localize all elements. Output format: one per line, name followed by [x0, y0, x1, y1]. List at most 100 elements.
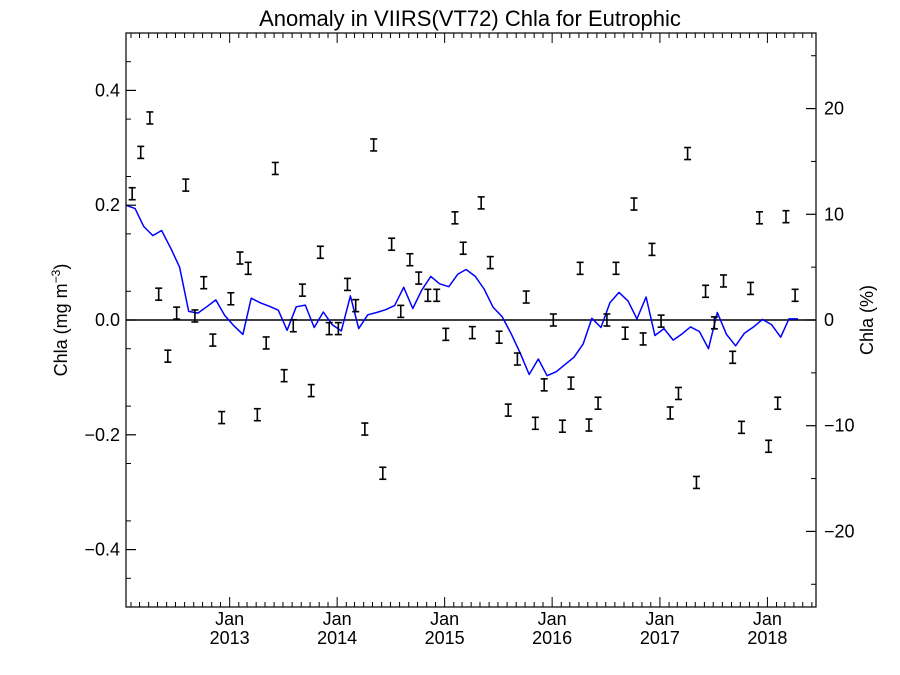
anomaly-marker	[540, 378, 548, 392]
anomaly-marker	[782, 209, 790, 224]
x-tick-label-month: Jan	[323, 609, 352, 629]
anomaly-marker	[549, 313, 557, 327]
anomaly-marker	[477, 196, 485, 210]
x-tick-label-year: 2014	[317, 628, 357, 648]
anomaly-marker	[630, 197, 638, 211]
anomaly-line	[125, 204, 798, 377]
anomaly-marker	[684, 146, 692, 161]
x-tick-label-year: 2018	[747, 628, 787, 648]
anomaly-marker	[361, 422, 369, 436]
y-tick-label-left: −0.4	[84, 540, 120, 560]
anomaly-marker	[334, 321, 342, 336]
anomaly-marker	[639, 332, 647, 346]
anomaly-marker	[729, 350, 737, 365]
anomaly-marker	[567, 376, 575, 390]
anomaly-marker	[702, 284, 710, 299]
anomaly-marker	[244, 261, 252, 276]
anomaly-marker	[307, 383, 315, 398]
anomaly-marker	[424, 288, 432, 303]
anomaly-marker	[585, 418, 593, 432]
plot-area	[125, 111, 816, 490]
y-tick-label-left: 0.0	[95, 310, 120, 330]
anomaly-marker	[218, 410, 226, 425]
anomaly-marker	[173, 306, 181, 320]
anomaly-marker	[289, 318, 297, 333]
anomaly-marker	[164, 349, 172, 363]
anomaly-marker	[747, 281, 755, 296]
x-tick-label-year: 2015	[425, 628, 465, 648]
anomaly-marker	[657, 314, 665, 328]
anomaly-marker	[433, 288, 441, 303]
x-tick-label-month: Jan	[430, 609, 459, 629]
anomaly-marker	[298, 283, 306, 297]
y-tick-label-right: −10	[824, 416, 855, 436]
anomaly-marker	[621, 326, 629, 341]
anomaly-marker	[182, 178, 190, 192]
anomaly-marker	[737, 420, 745, 435]
anomaly-marker	[343, 277, 351, 292]
anomaly-marker	[146, 111, 154, 125]
anomaly-marker	[370, 138, 378, 152]
anomaly-marker	[504, 403, 512, 417]
x-tick-label-month: Jan	[538, 609, 567, 629]
anomaly-marker	[612, 261, 620, 276]
anomaly-marker	[486, 255, 494, 270]
y-axis-label-left-main: Chla (mg m	[51, 283, 71, 376]
anomaly-marker	[388, 237, 396, 252]
anomaly-marker	[594, 396, 602, 411]
anomaly-marker	[200, 275, 208, 290]
anomaly-marker	[468, 325, 476, 340]
x-tick-label-month: Jan	[215, 609, 244, 629]
y-tick-label-left: −0.2	[84, 425, 120, 445]
anomaly-marker	[236, 251, 244, 265]
y-axis-label-left: Chla (mg m−3)	[49, 264, 71, 377]
x-tick-label-year: 2016	[532, 628, 572, 648]
anomaly-marker	[755, 211, 763, 225]
anomaly-marker	[765, 439, 773, 454]
anomaly-marker	[459, 241, 467, 256]
anomaly-marker	[648, 242, 656, 257]
anomaly-marker	[415, 271, 423, 285]
anomaly-marker	[710, 316, 718, 330]
anomaly-marker	[522, 290, 530, 304]
anomaly-marker	[576, 261, 584, 276]
anomaly-marker	[209, 333, 217, 347]
y-axis-label-left-superscript: −3	[49, 269, 63, 283]
anomaly-marker	[137, 145, 145, 160]
y-tick-label-right: 0	[824, 310, 834, 330]
x-tick-label-year: 2017	[640, 628, 680, 648]
anomaly-marker	[325, 321, 333, 336]
x-tick-label-month: Jan	[753, 609, 782, 629]
y-tick-label-right: 10	[824, 204, 844, 224]
anomaly-marker	[316, 245, 324, 260]
anomaly-marker	[397, 304, 405, 319]
y-axis-label-right: Chla (%)	[857, 285, 877, 355]
anomaly-marker	[271, 161, 279, 176]
x-tick-label-year: 2013	[210, 628, 250, 648]
anomaly-marker	[128, 186, 136, 201]
anomaly-marker	[720, 274, 728, 288]
axes: −0.4−0.20.00.20.4−20−1001020Jan2013Jan20…	[84, 32, 855, 648]
anomaly-marker	[531, 416, 539, 431]
anomaly-marker	[280, 368, 288, 383]
y-axis-label-left-close: )	[51, 264, 71, 270]
anomaly-marker	[558, 419, 566, 433]
anomaly-marker	[791, 288, 799, 303]
anomaly-marker	[227, 291, 235, 306]
anomaly-marker	[155, 287, 163, 301]
anomaly-marker	[603, 313, 611, 327]
anomaly-marker	[191, 309, 199, 323]
y-tick-label-right: 20	[824, 99, 844, 119]
anomaly-marker	[495, 330, 503, 345]
y-tick-label-left: 0.4	[95, 80, 120, 100]
x-tick-label-month: Jan	[645, 609, 674, 629]
anomaly-marker	[352, 298, 360, 313]
anomaly-marker	[692, 475, 700, 490]
anomaly-marker	[442, 327, 450, 342]
anomaly-marker	[513, 352, 521, 366]
chart-title: Anomaly in VIIRS(VT72) Chla for Eutrophi…	[259, 6, 681, 31]
y-tick-label-left: 0.2	[95, 195, 120, 215]
anomaly-marker	[774, 396, 782, 411]
